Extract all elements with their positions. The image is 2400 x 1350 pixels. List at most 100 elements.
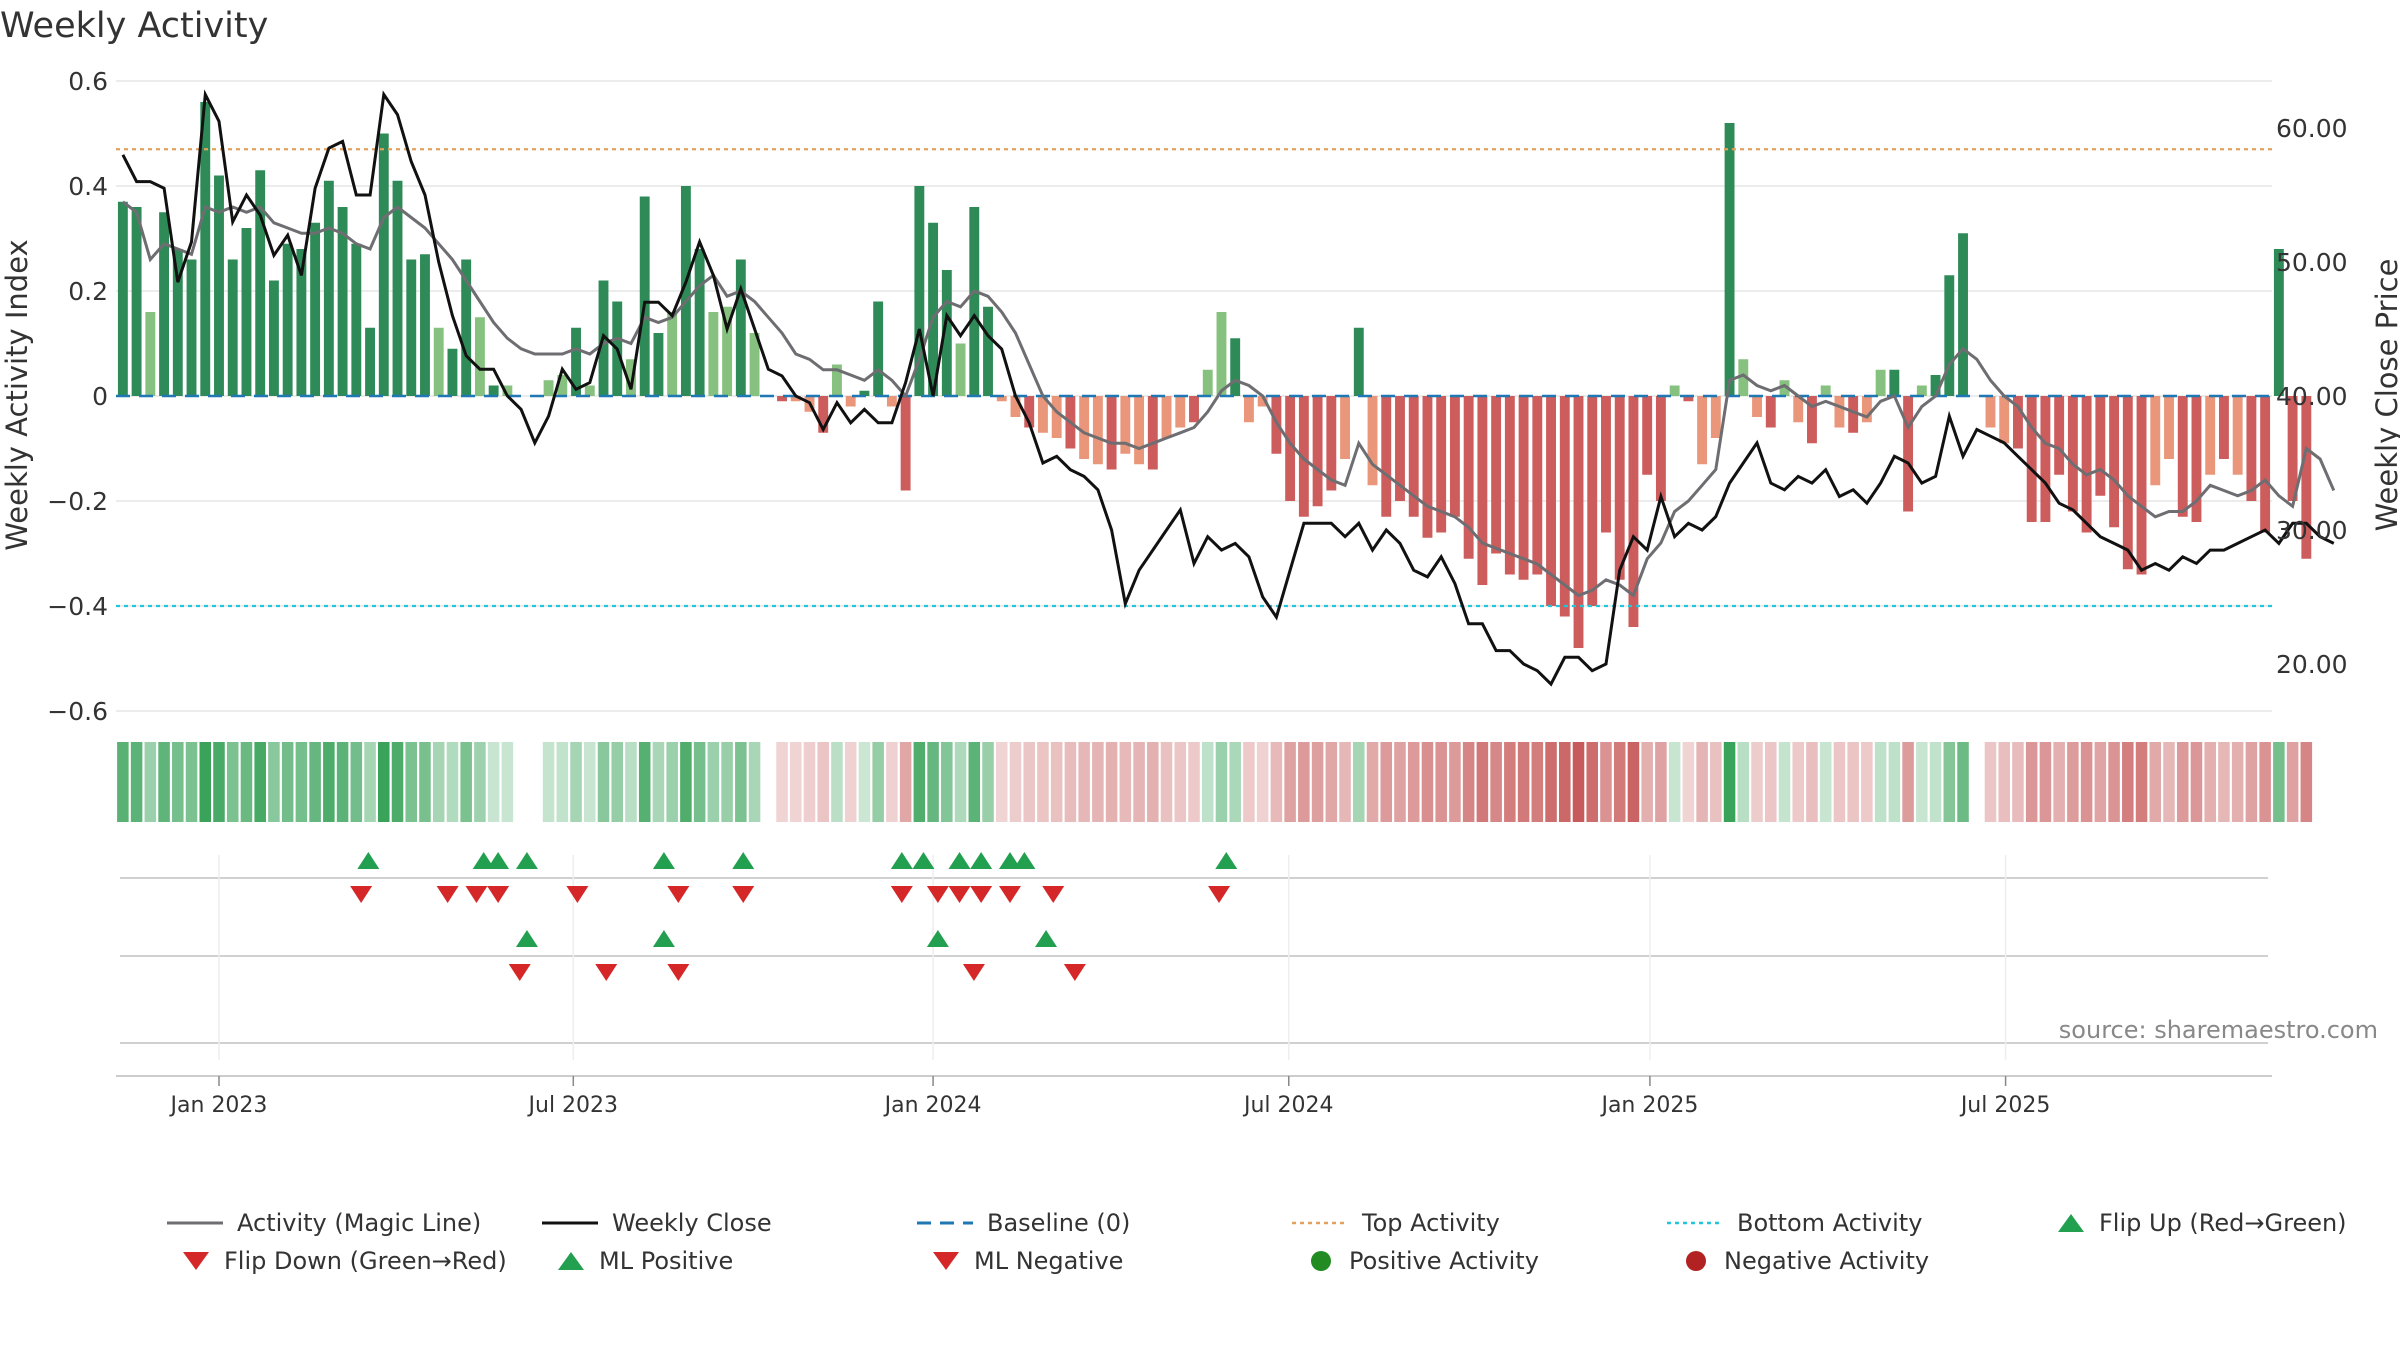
heat-cell: [542, 742, 555, 822]
flip-down-marker: [350, 886, 373, 903]
ml-negative-marker: [667, 964, 690, 981]
heat-cell: [1668, 742, 1681, 822]
heat-cell: [1449, 742, 1461, 822]
reference-lines: [116, 148, 2272, 608]
negative-activity-bar: [2054, 396, 2065, 475]
heat-cell: [1407, 742, 1420, 822]
flip-down-marker: [487, 886, 510, 903]
heat-cell: [1806, 742, 1818, 822]
positive-activity-bar: [268, 280, 279, 396]
positive-activity-bar: [557, 375, 568, 396]
x-tick-label: Jul 2024: [1242, 1093, 1334, 1118]
flip-up-marker: [998, 852, 1021, 869]
negative-activity-bar: [1861, 396, 1872, 423]
y-tick-label-left: −0.6: [47, 697, 108, 726]
flip-down-marker: [436, 886, 459, 903]
heat-cell: [1682, 742, 1695, 822]
positive-activity-bar: [365, 327, 375, 396]
negative-activity-bar: [1642, 396, 1653, 475]
heat-cell: [1133, 742, 1145, 822]
heat-cell: [776, 742, 788, 822]
flip-down-marker: [667, 886, 690, 903]
negative-activity-bar: [1436, 396, 1447, 533]
heat-cell: [899, 742, 912, 822]
heat-cell: [226, 742, 239, 822]
heat-cell: [2080, 742, 2093, 822]
negative-activity-bar: [2109, 396, 2120, 528]
positive-activity-bar: [337, 207, 348, 396]
y-axis-label-left: Weekly Activity Index: [0, 239, 34, 550]
heat-cell: [1215, 742, 1228, 822]
negative-activity-bar: [1120, 396, 1131, 454]
heat-cell: [941, 742, 953, 822]
negative-activity-bar: [1559, 396, 1570, 617]
heat-cell: [295, 742, 308, 822]
flip-up-marker: [652, 852, 675, 869]
heat-cell: [1586, 742, 1599, 822]
heat-cell: [281, 742, 294, 822]
flip-up-marker: [948, 852, 971, 869]
negative-activity-bar: [2232, 396, 2243, 475]
negative-activity-bar: [1477, 396, 1488, 585]
positive-activity-bar: [571, 327, 581, 396]
heat-cell: [886, 742, 898, 822]
heat-cell: [570, 742, 582, 822]
positive-activity-bar: [543, 380, 554, 396]
y-tick-label-left: −0.4: [47, 592, 108, 621]
positive-activity-bar: [296, 249, 307, 396]
positive-activity-bar: [873, 301, 884, 396]
x-tick-label: Jul 2023: [527, 1093, 619, 1118]
heat-cell: [1888, 742, 1901, 822]
x-tick-label: Jan 2023: [169, 1093, 268, 1118]
negative-activity-bar: [845, 396, 856, 407]
y-axis-label-right: Weekly Close Price: [2370, 259, 2400, 532]
ml-positive-marker: [652, 930, 675, 947]
heat-cell: [2135, 742, 2148, 822]
positive-activity-bar: [859, 390, 870, 396]
negative-activity-bar: [1697, 396, 1708, 465]
y-tick-label-right: 30.00: [2276, 516, 2348, 545]
negative-activity-bar: [1532, 396, 1543, 575]
negative-activity-bar: [2040, 396, 2051, 522]
flip-down-marker: [926, 886, 949, 903]
flip-up-marker: [1215, 852, 1238, 869]
heat-cell: [350, 742, 363, 822]
flip-up-marker: [912, 852, 935, 869]
negative-activity-bar: [1903, 396, 1914, 512]
heat-cell: [2094, 742, 2107, 822]
heat-cell: [1188, 742, 1200, 822]
negative-activity-bar: [1683, 396, 1694, 402]
x-tick-label: Jan 2025: [1599, 1093, 1698, 1118]
heat-cell: [1421, 742, 1434, 822]
heat-cell: [130, 742, 143, 822]
activity-heat-strip: [117, 742, 2313, 822]
negative-activity-bar: [1010, 396, 1021, 417]
heat-cell: [1270, 742, 1283, 822]
heat-cell: [803, 742, 816, 822]
flip-down-marker: [1042, 886, 1065, 903]
legend-flip-up: Flip Up (Red→Green): [2055, 1209, 2347, 1237]
signal-panels: Jan 2023 Jul 2023 Jan 2024 Jul 2024 Jan 2025…: [116, 852, 2272, 1118]
heat-cell: [872, 742, 884, 822]
heat-cell: [913, 742, 926, 822]
heat-cell: [2204, 742, 2216, 822]
negative-activity-bar: [1134, 396, 1145, 465]
negative-activity-bar: [2177, 396, 2188, 517]
flip-up-marker: [890, 852, 913, 869]
heat-cell: [1092, 742, 1104, 822]
heat-cell: [1559, 742, 1571, 822]
heat-cell: [1957, 742, 1969, 822]
flip-up-marker: [472, 852, 495, 869]
negative-activity-bar: [1051, 396, 1062, 438]
positive-activity-bar: [1216, 312, 1227, 396]
negative-activity-bar: [1395, 396, 1405, 501]
negative-activity-bar: [2287, 396, 2298, 501]
heat-cell: [487, 742, 500, 822]
y-tick-label-right: 50.00: [2276, 248, 2348, 277]
heat-cell: [1476, 742, 1489, 822]
flip-down-marker: [998, 886, 1021, 903]
legend-label: Top Activity: [1362, 1209, 1500, 1237]
positive-activity-bar: [351, 243, 362, 396]
ml-positive-marker: [1035, 930, 1058, 947]
